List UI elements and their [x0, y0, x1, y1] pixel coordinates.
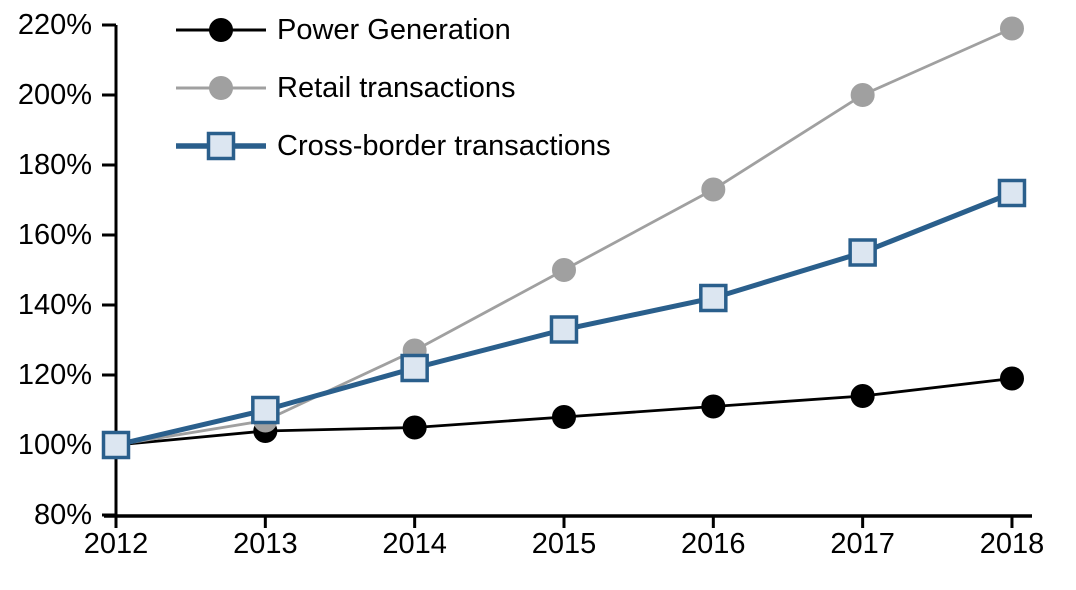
- data-point-circle: [701, 394, 726, 419]
- series-line-retail-transactions: [115, 27, 1013, 447]
- y-tick-label: 200%: [18, 79, 92, 111]
- x-tick-label: 2018: [980, 528, 1045, 560]
- y-tick-label: 160%: [18, 219, 92, 251]
- legend-marker-circle: [209, 76, 233, 100]
- x-tick-label: 2017: [830, 528, 895, 560]
- x-tick-label: 2016: [681, 528, 746, 560]
- legend-item-power-generation: Power Generation: [176, 14, 511, 46]
- data-point-circle: [850, 83, 875, 107]
- legend-item-cross-border-transactions: Cross-border transactions: [176, 130, 611, 162]
- legend-label: Cross-border transactions: [277, 130, 611, 162]
- data-point-square: [699, 283, 728, 313]
- x-tick-label: 2013: [233, 528, 298, 560]
- data-point-square: [997, 178, 1027, 208]
- data-point-square: [549, 315, 579, 344]
- data-point-square: [400, 353, 429, 383]
- legend-marker-circle: [209, 18, 233, 42]
- legend-label: Power Generation: [277, 14, 511, 46]
- x-tick-label: 2014: [382, 528, 447, 560]
- y-tick-label: 80%: [34, 499, 92, 531]
- x-tick-label: 2015: [532, 528, 597, 560]
- data-point-square: [101, 430, 131, 460]
- y-tick-label: 220%: [18, 9, 92, 41]
- y-tick-label: 100%: [18, 429, 92, 461]
- data-point-circle: [551, 405, 576, 429]
- data-point-square: [848, 238, 877, 267]
- y-tick-label: 140%: [18, 289, 92, 321]
- y-tick-label: 120%: [18, 359, 92, 391]
- data-point-circle: [551, 258, 576, 282]
- legend-label: Retail transactions: [277, 72, 516, 104]
- legend-item-retail-transactions: Retail transactions: [176, 72, 516, 104]
- data-point-circle: [999, 366, 1024, 391]
- x-tick-label: 2012: [84, 528, 149, 560]
- data-point-circle: [999, 16, 1024, 41]
- data-point-circle: [850, 384, 875, 408]
- y-tick-label: 180%: [18, 149, 92, 181]
- data-point-square: [251, 395, 280, 425]
- data-point-circle: [402, 415, 427, 440]
- legend-marker-square: [206, 131, 236, 161]
- data-point-circle: [701, 177, 726, 202]
